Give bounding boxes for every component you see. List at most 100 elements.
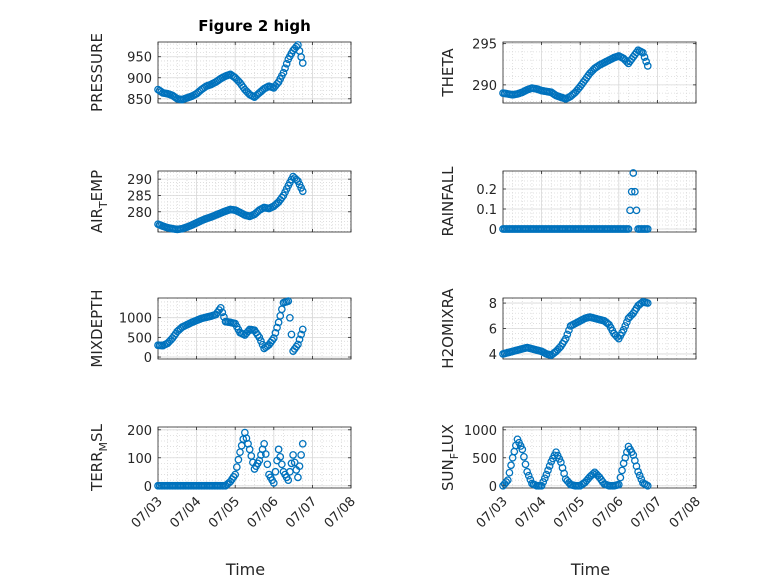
data-point [643,62,652,70]
x-axis-label: Time [570,560,610,579]
y-tick-label: 0.2 [476,183,497,198]
data-point [505,468,514,477]
minor-grid [503,42,696,103]
axes-box [157,297,352,360]
y-tick-label: 500 [127,331,152,346]
x-tick-label: 07/04 [167,494,204,531]
data-point [621,322,630,330]
x-tick-label: 07/07 [628,494,665,531]
y-tick-label: 8 [489,297,497,312]
data-point [539,478,548,486]
data-point [257,337,265,345]
data-point [289,451,297,459]
data-series [499,46,652,103]
data-series [154,41,307,104]
x-tick-label: 07/05 [206,494,243,531]
y-tick-label: 0 [489,480,497,495]
data-point [503,476,512,485]
x-tick-label: 07/06 [245,494,282,531]
y-tick-label: 285 [127,189,152,204]
data-point [643,225,652,233]
data-point [618,466,626,475]
data-point [271,467,280,476]
data-point [269,334,278,342]
data-point [294,340,302,349]
data-point [614,480,623,489]
data-point [537,481,546,490]
data-point [282,59,291,68]
data-point [231,470,240,479]
data-point [632,206,641,215]
y-tick-label: 0 [144,351,152,366]
y-tick-label: 0.1 [476,203,497,218]
data-point [521,460,530,469]
data-point [631,187,639,196]
data-point [616,473,625,482]
data-point [232,463,241,471]
chart-title: Figure 2 high [198,17,311,35]
data-point [542,470,551,479]
subplot-theta: 290 295 THETA [439,38,697,104]
data-point [281,64,289,73]
data-point [640,53,649,61]
data-point [273,323,281,332]
subplot-h2omixra: 4 6 8 H2OMIXRA [439,288,697,369]
data-point [639,48,647,57]
axes-box [157,170,352,233]
data-point [298,325,307,334]
data-point [218,308,227,317]
y-tick-label: 200 [127,424,152,439]
data-point [622,318,631,326]
data-point [627,187,636,196]
data-point [635,471,644,480]
y-axis-label: THETA [439,48,457,98]
y-tick-label: 0 [489,223,497,238]
data-point [294,473,302,482]
data-point [284,476,293,485]
y-tick-label: 850 [127,93,152,108]
y-axis-label: H2OMIXRA [439,288,457,369]
data-point [561,334,570,343]
x-tick-label: 07/08 [322,494,359,531]
y-tick-label: 6 [489,323,497,338]
data-point [295,335,304,344]
y-axis-label: SUNFLUX [439,424,461,491]
data-point [255,333,264,342]
data-point [643,481,652,490]
data-point [287,459,296,468]
data-point [563,330,572,339]
data-series [499,435,652,490]
data-point [518,445,527,454]
data-point [619,325,628,334]
data-point [545,462,554,470]
y-tick-label: 900 [127,72,152,87]
x-tick-label: 07/04 [512,494,549,531]
y-tick-label: 290 [472,79,497,94]
minor-grid [503,171,696,232]
data-point [295,462,304,471]
y-tick-label: 295 [472,38,497,53]
y-tick-label: 950 [127,51,152,66]
y-tick-label: 100 [127,452,152,467]
data-point [298,187,307,196]
data-point [263,460,272,469]
y-axis-label: PRESSURE [88,33,106,112]
data-point [298,59,307,67]
data-point [277,460,286,469]
x-tick-label: 07/08 [667,494,704,531]
data-point [507,461,515,470]
y-tick-label: 0 [144,480,152,495]
data-point [540,474,549,483]
data-point [271,329,280,337]
data-point [629,169,638,177]
data-point [260,439,268,448]
data-point [216,303,225,312]
data-point [297,451,305,459]
x-tick-label: 07/03 [474,494,511,531]
axes-box [502,41,697,104]
data-point [234,455,243,464]
data-point [523,467,531,476]
data-point [269,479,278,487]
